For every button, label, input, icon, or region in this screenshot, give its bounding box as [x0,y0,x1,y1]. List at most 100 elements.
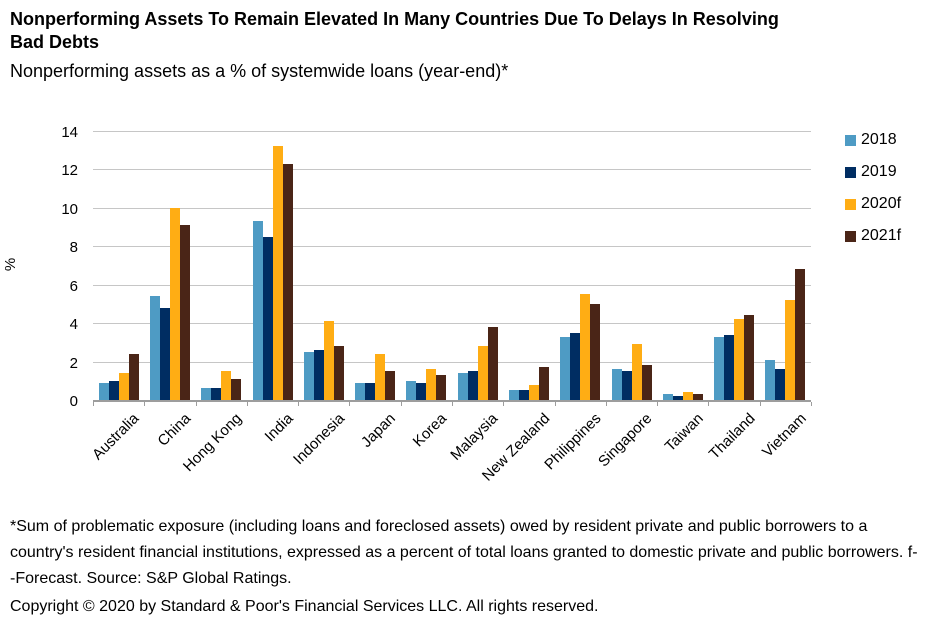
y-tick-label-14: 14 [61,124,78,141]
bar-singapore-2018 [611,369,622,400]
bar-japan-2021f [385,371,396,400]
bar-vietnam-2020f [785,300,796,400]
bar-thailand-2018 [714,336,725,400]
x-tick-label-korea: Korea [410,410,451,451]
bar-vietnam-2018 [765,359,776,400]
gridline-8 [93,246,811,248]
x-tick-label-thailand: Thailand [705,410,759,463]
bar-australia-2020f [118,373,129,400]
legend-label-2020f: 2020f [861,195,902,212]
bar-korea-2018 [406,380,417,400]
bar-philippines-2021f [590,303,601,400]
legend-swatch-2020f [845,198,856,210]
y-tick-label-0: 0 [69,393,78,410]
legend-item-2018: 2018 [845,131,901,149]
bar-china-2020f [169,207,180,400]
x-axis-tick [811,402,812,406]
x-axis-tick [298,402,300,406]
bar-india-2020f [272,146,283,400]
y-axis-label: % [2,257,20,272]
bar-singapore-2019 [621,371,632,400]
x-tick-label-indonesia: Indonesia [289,410,348,469]
x-axis-tick [93,402,94,406]
copyright-text: Copyright © 2020 by Standard & Poor's Fi… [10,598,599,615]
bar-hong-kong-2021f [231,378,242,400]
x-axis-tick [759,402,761,406]
gridline-12 [93,169,811,171]
legend: 2018 2019 2020f 2021f [845,131,901,259]
legend-label-2019: 2019 [861,163,897,180]
gridline-2 [93,361,811,363]
x-axis-tick [554,402,556,406]
bar-australia-2018 [98,382,109,400]
x-tick-label-singapore: Singapore [595,410,656,471]
bar-thailand-2019 [724,334,735,400]
bar-thailand-2020f [734,319,745,400]
bar-new-zealand-2019 [518,390,529,400]
bar-malaysia-2019 [467,371,478,400]
x-axis-tick [144,402,146,406]
legend-swatch-2019 [845,166,856,178]
bar-taiwan-2019 [672,396,683,400]
bar-australia-2021f [128,353,139,400]
bar-australia-2019 [108,380,119,400]
bar-indonesia-2018 [303,351,314,400]
legend-label-2021f: 2021f [861,227,902,244]
bar-malaysia-2020f [477,346,488,400]
bar-hong-kong-2019 [211,388,222,400]
footnote-text: *Sum of problematic exposure (including … [10,518,918,587]
legend-item-2020f: 2020f [845,195,901,213]
bar-china-2019 [159,307,170,400]
bar-taiwan-2018 [662,394,673,400]
x-axis-tick [349,402,351,406]
bar-korea-2020f [426,369,437,400]
x-axis-tick [246,402,248,406]
bar-philippines-2020f [580,294,591,400]
plot-area [93,131,812,406]
gridline-6 [93,284,811,286]
x-axis-tick [195,402,197,406]
y-tick-label-4: 4 [69,316,78,334]
x-axis-tick [452,402,453,406]
bar-india-2021f [282,163,293,400]
bar-india-2018 [252,221,263,400]
bar-vietnam-2019 [775,369,786,400]
bar-malaysia-2018 [457,373,468,400]
chart-title: Nonperforming Assets To Remain Elevated … [10,9,779,53]
footnote: *Sum of problematic exposure (including … [10,514,922,620]
bar-vietnam-2021f [795,269,806,400]
legend-swatch-2021f [845,230,856,242]
legend-item-2021f: 2021f [845,227,901,245]
bar-taiwan-2021f [692,394,703,400]
bar-indonesia-2020f [323,321,334,400]
bar-india-2019 [262,236,273,400]
bar-hong-kong-2018 [201,388,212,400]
legend-swatch-2018 [845,134,856,146]
bar-new-zealand-2021f [538,367,549,400]
legend-label-2018: 2018 [861,131,897,148]
bar-philippines-2018 [560,336,571,400]
bar-taiwan-2020f [682,392,693,400]
gridline-4 [93,323,811,325]
x-tick-label-china: China [154,410,194,450]
x-tick-label-australia: Australia [89,410,143,464]
x-axis-tick [657,402,659,406]
x-tick-label-taiwan: Taiwan [661,410,707,456]
bar-japan-2018 [355,382,366,400]
bar-japan-2020f [375,353,386,400]
bar-korea-2021f [436,375,447,400]
gridline-14 [93,131,811,132]
x-tick-label-india: India [261,410,297,446]
y-tick-label-12: 12 [61,162,78,180]
bar-chart: % 0 2 4 6 8 10 12 14 Australia China Hong Kong Ind… [2,124,901,485]
bar-japan-2019 [365,382,376,400]
bar-korea-2019 [416,382,427,400]
x-tick-label-vietnam: Vietnam [758,410,810,461]
y-tick-label-8: 8 [69,239,78,257]
bar-china-2021f [179,225,190,400]
bar-new-zealand-2020f [528,384,539,400]
y-tick-label-10: 10 [61,200,78,218]
gridline-10 [93,207,811,209]
bar-new-zealand-2018 [508,390,519,400]
bar-philippines-2019 [570,332,581,400]
